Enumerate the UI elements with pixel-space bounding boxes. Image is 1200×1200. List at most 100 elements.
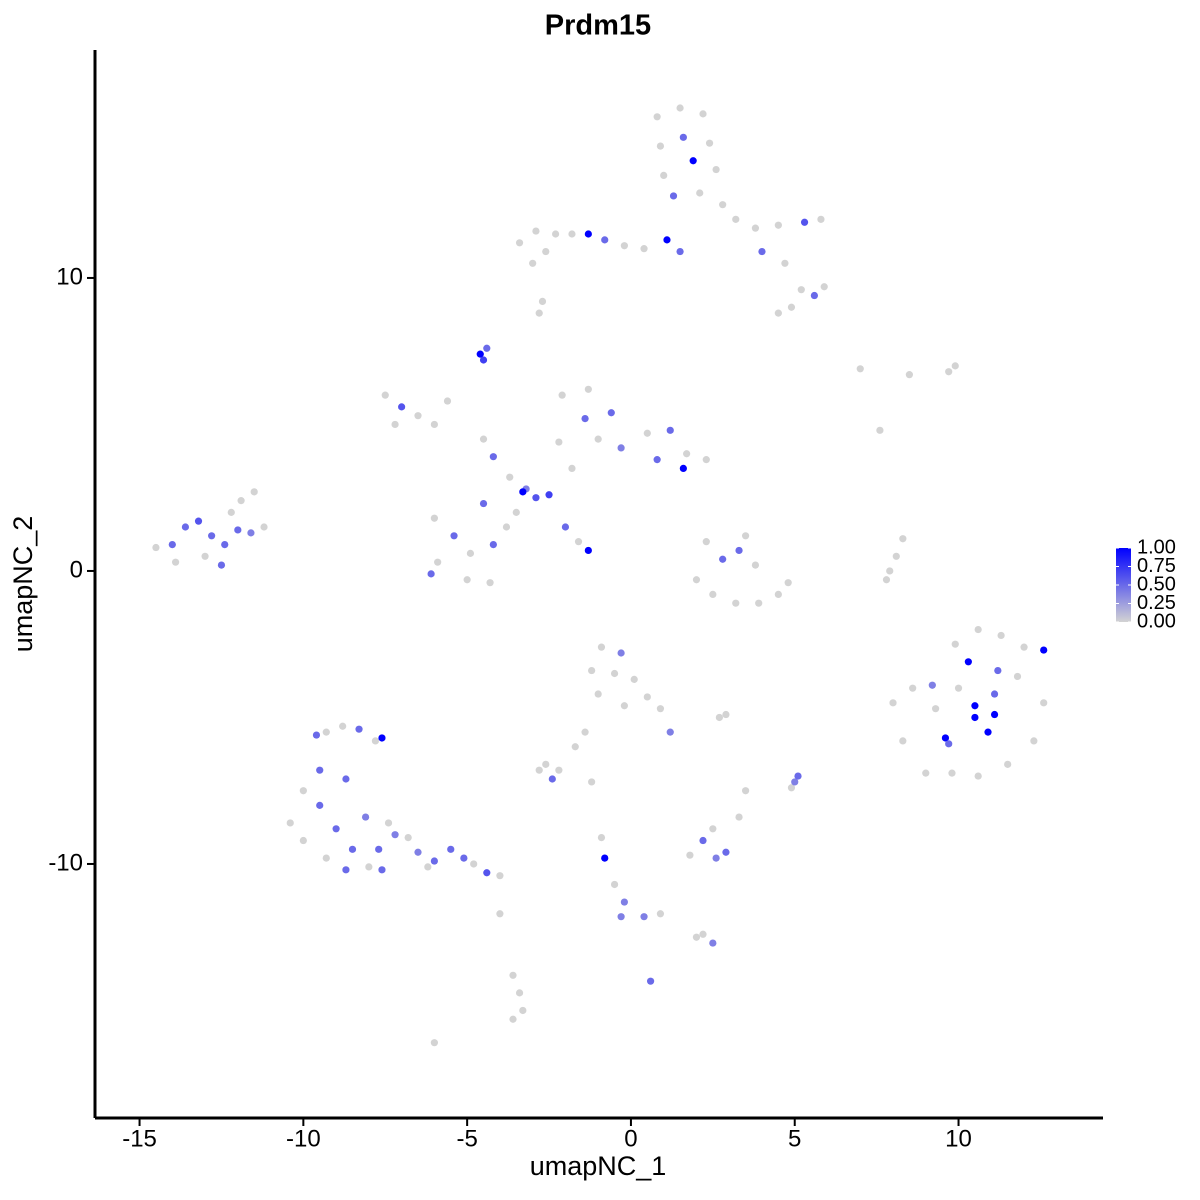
point	[856, 365, 864, 373]
point	[476, 350, 484, 358]
point	[378, 734, 386, 742]
point	[509, 971, 517, 979]
point	[601, 236, 609, 244]
point	[971, 702, 979, 710]
point	[686, 851, 694, 859]
point	[781, 259, 789, 267]
colorbar-label: 0.00	[1137, 610, 1176, 632]
point	[237, 497, 245, 505]
point	[774, 309, 782, 317]
point	[951, 640, 959, 648]
point	[384, 819, 393, 827]
point	[617, 913, 625, 921]
point	[532, 227, 540, 235]
point	[558, 391, 566, 399]
y-axis-label: umapNC_2	[8, 516, 38, 653]
chart-title: Prdm15	[545, 10, 651, 42]
point	[594, 690, 602, 698]
point	[886, 567, 894, 575]
point	[535, 309, 543, 317]
point	[646, 977, 655, 985]
point	[984, 728, 992, 736]
point	[620, 242, 628, 250]
point	[751, 224, 760, 232]
point	[656, 910, 665, 918]
point	[712, 165, 720, 174]
point	[532, 494, 540, 502]
y-tick-label: -10	[48, 849, 83, 876]
colorbar	[1116, 548, 1131, 622]
point	[365, 863, 373, 871]
point	[928, 681, 936, 689]
point	[447, 845, 455, 853]
point	[181, 523, 190, 531]
point	[515, 989, 524, 997]
point	[597, 833, 606, 842]
point	[820, 283, 828, 291]
point	[791, 778, 799, 786]
point	[889, 699, 897, 707]
point	[171, 558, 180, 566]
point	[643, 693, 651, 701]
point	[774, 221, 782, 229]
point	[470, 860, 478, 868]
point	[424, 863, 432, 871]
point	[398, 403, 406, 411]
point	[951, 362, 959, 370]
point	[679, 464, 687, 473]
point	[571, 743, 579, 751]
point	[430, 1039, 438, 1047]
point	[414, 412, 422, 420]
point	[542, 760, 550, 768]
point	[430, 857, 438, 865]
point	[581, 414, 589, 423]
point	[941, 734, 950, 742]
point	[696, 189, 704, 197]
point	[732, 215, 740, 223]
point	[640, 245, 648, 253]
point	[227, 508, 235, 516]
point	[892, 552, 900, 560]
point	[653, 113, 661, 121]
point	[548, 775, 556, 783]
point	[574, 538, 583, 546]
point	[404, 833, 412, 842]
point	[519, 488, 527, 496]
point	[316, 766, 324, 774]
point	[617, 649, 625, 657]
point	[676, 247, 684, 256]
point	[899, 737, 907, 745]
point	[208, 532, 216, 540]
colorbar-label: 0.75	[1137, 555, 1176, 577]
point	[361, 813, 370, 821]
point	[332, 825, 340, 833]
point	[683, 450, 691, 458]
point	[945, 368, 953, 376]
point	[997, 631, 1005, 640]
point	[1040, 699, 1048, 707]
point	[371, 737, 380, 745]
point	[584, 230, 592, 238]
colorbar-label: 0.25	[1137, 592, 1176, 614]
point	[702, 538, 710, 546]
point	[719, 201, 727, 209]
point	[948, 769, 956, 777]
point	[666, 728, 674, 736]
x-tick-label: -15	[122, 1125, 157, 1152]
point	[555, 438, 563, 446]
point	[735, 813, 743, 821]
point	[709, 939, 717, 947]
point	[1004, 760, 1012, 768]
point	[741, 787, 750, 795]
x-tick-label: 10	[945, 1125, 972, 1152]
point	[217, 561, 226, 569]
point	[316, 801, 324, 809]
point	[751, 561, 760, 569]
point	[299, 787, 307, 795]
x-tick-label: -10	[286, 1125, 321, 1152]
point	[876, 426, 884, 434]
point	[483, 344, 491, 352]
point	[355, 725, 363, 733]
point	[483, 869, 491, 877]
point	[610, 880, 619, 889]
